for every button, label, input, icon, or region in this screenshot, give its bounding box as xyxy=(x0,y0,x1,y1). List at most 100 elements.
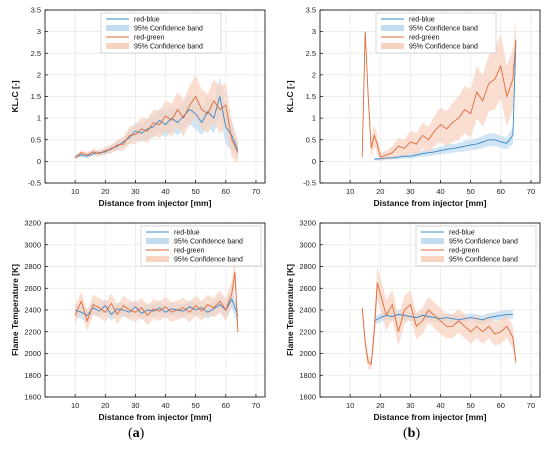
y-axis-label: Flame Temperature [K] xyxy=(285,264,295,356)
y-tick-label: 0 xyxy=(312,157,316,166)
y-tick-label: 1800 xyxy=(299,371,316,380)
y-tick-label: 3 xyxy=(312,27,316,36)
x-tick-label: 60 xyxy=(222,187,230,196)
x-tick-label: 50 xyxy=(192,187,200,196)
x-tick-label: 30 xyxy=(131,401,139,410)
x-axis-label: Distance from injector [mm] xyxy=(99,198,212,208)
legend-label: 95% Confidence band xyxy=(449,257,518,264)
legend: red-blue 95% Confidence band red-green 95% … xyxy=(375,12,497,54)
x-axis-label: Distance from injector [mm] xyxy=(374,412,487,422)
y-tick-label: 2.5 xyxy=(306,49,316,58)
legend-label: 95% Confidence band xyxy=(409,26,478,33)
series-line-red-blue xyxy=(373,313,513,322)
y-axis-label: KL₂C [-] xyxy=(10,80,20,112)
x-axis-label: Distance from injector [mm] xyxy=(99,412,212,422)
x-tick-label: 40 xyxy=(161,187,169,196)
y-tick-label: 2600 xyxy=(299,284,316,293)
legend-swatch-band xyxy=(146,238,169,244)
legend-label: red-green xyxy=(174,248,204,255)
y-tick-label: 1600 xyxy=(299,393,316,402)
x-tick-label: 50 xyxy=(467,187,475,196)
y-tick-label: 2800 xyxy=(24,262,41,271)
y-tick-label: 3 xyxy=(37,27,41,36)
legend-label: red-blue xyxy=(409,17,435,24)
y-tick-label: 2 xyxy=(312,70,316,79)
series-line-red-green xyxy=(74,95,239,159)
y-tick-label: 3000 xyxy=(299,240,316,249)
x-tick-label: 20 xyxy=(101,401,109,410)
y-tick-label: 1600 xyxy=(24,393,41,402)
legend-label: red-green xyxy=(134,35,164,42)
y-tick-label: 0.5 xyxy=(31,135,41,144)
legend-label: 95% Confidence band xyxy=(134,44,203,51)
legend-label: red-blue xyxy=(449,230,475,237)
y-tick-label: 3200 xyxy=(299,219,316,228)
x-tick-label: 40 xyxy=(436,187,444,196)
y-tick-label: 3.5 xyxy=(306,6,316,15)
legend-box xyxy=(415,225,537,267)
y-tick-label: 2200 xyxy=(24,327,41,336)
chart-1: 10 20 30 40 50 60 70 -0.5 0 0.5 1 1.5 2 2.5 3 3.5 Distan… xyxy=(10,6,266,208)
x-tick-label: 60 xyxy=(497,187,505,196)
series-line-red-blue xyxy=(374,40,517,160)
legend-label: red-blue xyxy=(134,17,160,24)
panel-label-a: (a) xyxy=(128,426,145,441)
panel-label-b: (b) xyxy=(403,426,421,441)
y-tick-label: 1.5 xyxy=(31,92,41,101)
legend-label: red-green xyxy=(449,248,479,255)
y-tick-label: -0.5 xyxy=(303,179,316,188)
x-tick-label: 30 xyxy=(131,187,139,196)
y-tick-label: 2400 xyxy=(299,306,316,315)
legend-swatch-band xyxy=(106,25,129,31)
legend-label: 95% Confidence band xyxy=(174,239,243,246)
y-axis-label: KL₂C [-] xyxy=(285,80,295,112)
series-line-red-green xyxy=(361,31,517,158)
confidence-band-red-green xyxy=(75,74,238,164)
y-axis-label: Flame Temperature [K] xyxy=(10,264,20,356)
x-tick-label: 10 xyxy=(346,187,354,196)
legend-label: 95% Confidence band xyxy=(174,257,243,264)
chart-3: 10 20 30 40 50 60 70 1600 1800 2000 2200 2400 2600 28… xyxy=(10,219,266,422)
y-tick-label: 2400 xyxy=(24,306,41,315)
legend-label: red-green xyxy=(409,35,439,42)
legend: red-blue 95% Confidence band red-green 95% … xyxy=(100,12,222,54)
x-tick-label: 20 xyxy=(376,187,384,196)
y-tick-label: 3200 xyxy=(24,219,41,228)
legend: red-blue 95% Confidence band red-green 95% … xyxy=(415,225,537,267)
x-tick-label: 40 xyxy=(161,401,169,410)
x-tick-label: 20 xyxy=(376,401,384,410)
y-tick-label: 2800 xyxy=(299,262,316,271)
legend-swatch-band xyxy=(421,238,444,244)
x-tick-label: 30 xyxy=(406,187,414,196)
confidence-band-red-green xyxy=(75,258,238,343)
y-tick-label: 3000 xyxy=(24,240,41,249)
y-tick-label: 1800 xyxy=(24,371,41,380)
y-tick-label: 2000 xyxy=(24,349,41,358)
x-tick-label: 40 xyxy=(436,401,444,410)
y-tick-label: 1 xyxy=(312,114,316,123)
legend: red-blue 95% Confidence band red-green 95% … xyxy=(140,225,262,267)
y-tick-label: -0.5 xyxy=(28,179,41,188)
x-tick-label: 70 xyxy=(527,401,535,410)
x-tick-label: 70 xyxy=(252,401,260,410)
series-line-red-blue xyxy=(74,298,239,316)
x-tick-label: 20 xyxy=(101,187,109,196)
legend-swatch-band xyxy=(381,43,404,49)
y-tick-label: 2.5 xyxy=(31,49,41,58)
x-tick-label: 60 xyxy=(497,401,505,410)
legend-swatch-band xyxy=(421,256,444,262)
legend-swatch-band xyxy=(146,256,169,262)
x-axis-label: Distance from injector [mm] xyxy=(374,198,487,208)
series-line-red-green xyxy=(361,282,517,366)
series-line-red-green xyxy=(74,271,239,332)
x-tick-label: 10 xyxy=(71,187,79,196)
y-tick-label: 0 xyxy=(37,157,41,166)
y-tick-label: 2600 xyxy=(24,284,41,293)
legend-swatch-band xyxy=(381,25,404,31)
legend-label: 95% Confidence band xyxy=(134,26,203,33)
x-tick-label: 50 xyxy=(467,401,475,410)
x-tick-label: 70 xyxy=(252,187,260,196)
x-tick-label: 60 xyxy=(222,401,230,410)
y-tick-label: 1.5 xyxy=(306,92,316,101)
